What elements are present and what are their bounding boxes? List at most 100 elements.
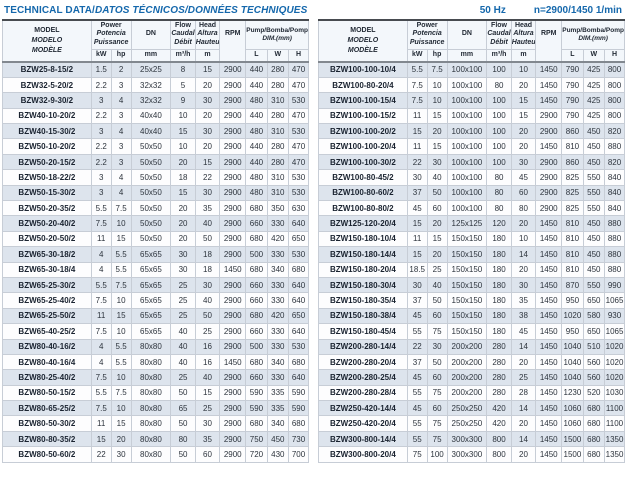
value-cell: 520: [582, 384, 606, 402]
value-cell: 680: [582, 415, 606, 432]
value-cell: 5.5: [406, 61, 428, 78]
value-cell: 810: [561, 261, 584, 278]
value-cell: 50: [194, 307, 221, 325]
unit-hp: hp: [426, 48, 448, 63]
model-header-es: MODELO: [31, 36, 63, 44]
value-cell: 450: [582, 138, 606, 155]
unit-dim-h: H: [288, 48, 309, 63]
value-cell: 350: [266, 200, 290, 217]
value-cell: 15: [510, 107, 537, 125]
model-cell: BZW100-80-80/2: [318, 200, 408, 217]
table-row: BZW250-420-20/4 55 75 250x250 420 20 1450 1060 6…: [318, 415, 625, 432]
model-cell: BZW40-15-30/2: [2, 123, 92, 140]
value-cell: 280: [486, 384, 512, 402]
value-cell: 880: [604, 230, 625, 248]
value-cell: 4: [110, 169, 132, 186]
table-row: BZW65-25-50/2 11 15 65x65 25 50 2900 680 420 650: [2, 307, 309, 325]
table-row: BZW65-25-30/2 5.5 7.5 65x65 25 30 2900 660 330 64…: [2, 276, 309, 294]
value-cell: 120: [486, 215, 512, 232]
value-cell: 2900: [219, 323, 247, 340]
value-cell: 2900: [535, 169, 563, 186]
table-row: BZW300-800-14/4 55 75 300x300 800 14 1450 1500 6…: [318, 430, 625, 448]
value-cell: 510: [582, 338, 606, 355]
model-cell: BZW50-15-30/2: [2, 184, 92, 202]
value-cell: 28: [510, 384, 537, 402]
value-cell: 7.5: [90, 400, 112, 417]
value-cell: 22: [194, 169, 221, 186]
table-row: BZW32-9-30/2 3 4 32x32 9 30 2900 480 310 530: [2, 92, 309, 109]
value-cell: 640: [288, 323, 309, 340]
tables-container: MODEL MODELO MODÈLE Power Potencia Puiss…: [0, 19, 627, 463]
value-cell: 2900: [219, 92, 247, 109]
unit-flow: m³/h: [170, 48, 196, 63]
left-table-body: BZW25-8-15/2 1.5 2 25x25 8 15 2900 440 280 470 BZW…: [2, 61, 309, 463]
value-cell: 25: [170, 369, 196, 386]
value-cell: 200x200: [446, 338, 488, 355]
value-cell: 2.2: [90, 76, 112, 94]
value-cell: 15: [194, 384, 221, 402]
value-cell: 800: [486, 446, 512, 463]
value-cell: 1030: [604, 384, 625, 402]
power-column-header: Power Potencia Puissance: [406, 19, 448, 50]
model-header-en: MODEL: [350, 26, 376, 34]
model-cell: BZW150-180-14/4: [318, 246, 408, 263]
value-cell: 680: [245, 415, 268, 432]
value-cell: 1450: [535, 369, 563, 386]
value-cell: 60: [510, 184, 537, 202]
value-cell: 450: [266, 430, 290, 448]
frequency-label: 50 Hz: [479, 5, 506, 16]
value-cell: 680: [582, 446, 606, 463]
value-cell: 5.5: [110, 353, 132, 371]
model-cell: BZW65-30-18/2: [2, 246, 92, 263]
value-cell: 250x250: [446, 415, 488, 432]
value-cell: 100: [486, 92, 512, 109]
model-cell: BZW50-20-40/2: [2, 215, 92, 232]
value-cell: 100: [486, 153, 512, 171]
power-header-es: Potencia: [96, 30, 126, 38]
value-cell: 1500: [561, 430, 584, 448]
value-cell: 15: [426, 107, 448, 125]
table-row: BZW150-180-35/4 37 50 150x150 180 35 1450 950 65…: [318, 292, 625, 309]
power-header-en: Power: [100, 21, 122, 29]
flow-header-es: Caudal: [487, 30, 511, 38]
table-row: BZW80-50-30/2 11 15 80x80 50 30 2900 680 340 680: [2, 415, 309, 432]
value-cell: 7.5: [90, 215, 112, 232]
model-cell: BZW100-80-45/2: [318, 169, 408, 186]
value-cell: 470: [288, 153, 309, 171]
value-cell: 150x150: [446, 276, 488, 294]
value-cell: 2900: [535, 107, 563, 125]
unit-dim-h: H: [604, 48, 625, 63]
value-cell: 25: [170, 307, 196, 325]
table-row: BZW100-100-20/2 15 20 100x100 100 20 2900 860 45…: [318, 123, 625, 140]
value-cell: 15: [194, 61, 221, 78]
model-cell: BZW80-50-30/2: [2, 415, 92, 432]
table-row: BZW80-25-40/2 7.5 10 80x80 25 40 2900 660 330 640: [2, 369, 309, 386]
value-cell: 65x65: [130, 261, 172, 278]
value-cell: 480: [245, 92, 268, 109]
value-cell: 32x32: [130, 76, 172, 94]
value-cell: 800: [604, 76, 625, 94]
value-cell: 440: [245, 107, 268, 125]
value-cell: 200x200: [446, 369, 488, 386]
model-cell: BZW32-9-30/2: [2, 92, 92, 109]
value-cell: 280: [266, 107, 290, 125]
value-cell: 16: [194, 338, 221, 355]
model-cell: BZW65-40-25/2: [2, 323, 92, 340]
value-cell: 15: [510, 92, 537, 109]
value-cell: 310: [266, 123, 290, 140]
right-data-table: MODEL MODELO MODÈLE Power Potencia Puiss…: [318, 19, 625, 463]
model-cell: BZW100-80-60/2: [318, 184, 408, 202]
value-cell: 40x40: [130, 123, 172, 140]
value-cell: 2900: [219, 230, 247, 248]
value-cell: 1450: [535, 246, 563, 263]
right-table-header: MODEL MODELO MODÈLE Power Potencia Puiss…: [318, 19, 625, 63]
value-cell: 450: [582, 261, 606, 278]
value-cell: 35: [194, 200, 221, 217]
value-cell: 10: [110, 215, 132, 232]
value-cell: 40: [194, 369, 221, 386]
head-header-es: Altura: [513, 30, 534, 38]
table-row: BZW40-15-30/2 3 4 40x40 15 30 2900 480 310 530: [2, 123, 309, 140]
flow-header-en: Flow: [175, 21, 191, 29]
model-cell: BZW150-180-35/4: [318, 292, 408, 309]
